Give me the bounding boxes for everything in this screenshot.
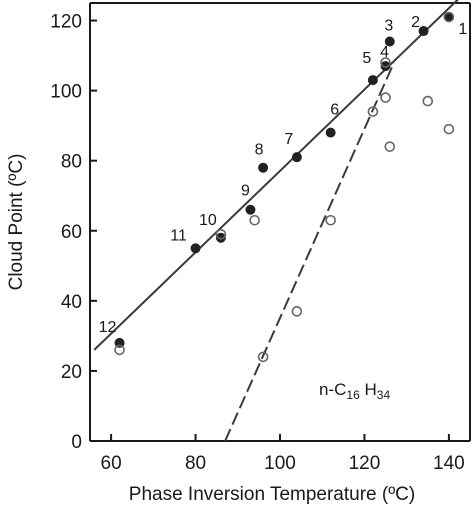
filled-data-point: [258, 162, 269, 173]
open-data-point: [380, 92, 391, 103]
dashed-fit-line: [224, 62, 395, 442]
point-label: 9: [241, 183, 250, 200]
point-label: 5: [362, 50, 371, 67]
annotation-main-2: H: [360, 380, 377, 399]
filled-data-point: [190, 243, 201, 254]
filled-data-point: [245, 204, 256, 215]
point-label: 12: [99, 319, 117, 336]
y-tick-label: 120: [50, 12, 82, 33]
open-data-point: [325, 214, 336, 226]
point-label: 2: [411, 14, 420, 31]
open-data-point: [367, 106, 379, 117]
point-label: 6: [330, 102, 339, 119]
open-data-point: [384, 141, 396, 152]
point-label: 3: [384, 18, 393, 35]
point-label: 8: [255, 142, 264, 159]
filled-data-point: [291, 152, 302, 163]
y-tick-label: 80: [61, 152, 82, 173]
open-data-point: [380, 57, 391, 68]
x-tick-label: 100: [264, 453, 296, 474]
x-tick-label: 60: [101, 453, 122, 474]
open-data-point: [249, 214, 260, 226]
point-label: 11: [170, 227, 187, 244]
filled-data-point: [325, 127, 336, 138]
x-tick-label: 140: [433, 453, 465, 474]
x-axis-title: Phase Inversion Temperature (ºC): [129, 484, 415, 505]
point-label: 1: [458, 21, 467, 38]
y-tick-label: 40: [61, 292, 82, 313]
axis-ticks: 60 80 100 120 140 0 20 40 60 80 100 120: [50, 12, 464, 474]
open-data-point: [443, 123, 455, 135]
plot-frame-group: [89, 2, 471, 442]
filled-data-point: [384, 36, 395, 47]
open-data-point: [422, 95, 434, 107]
point-label: 4: [380, 44, 389, 61]
y-tick-label: 60: [61, 222, 82, 243]
y-tick-label: 20: [61, 362, 82, 383]
solid-fit-line: [93, 0, 459, 351]
filled-data-point: [418, 26, 429, 37]
y-tick-label: 0: [71, 432, 82, 453]
filled-data-point: [380, 61, 391, 72]
point-label: 7: [284, 131, 293, 148]
y-tick-label: 100: [50, 82, 82, 103]
annotation-sub-1: 16: [346, 388, 360, 402]
annotation-main-1: n-C: [319, 380, 346, 399]
x-tick-label: 80: [185, 453, 206, 474]
filled-data-point: [367, 75, 378, 86]
filled-data-point: [215, 232, 226, 243]
open-data-point: [114, 344, 125, 356]
point-label: 10: [199, 212, 217, 229]
open-data-point: [443, 11, 455, 23]
open-data-point: [215, 228, 227, 240]
open-data-point: [257, 351, 269, 363]
x-tick-label: 120: [349, 453, 381, 474]
y-axis-title: Cloud Point (ºC): [6, 154, 27, 291]
annotation-sub-2: 34: [377, 388, 391, 402]
fit-lines: [93, 0, 459, 442]
open-data-point: [291, 306, 303, 317]
compound-annotation: n-C16 H34: [319, 380, 390, 402]
